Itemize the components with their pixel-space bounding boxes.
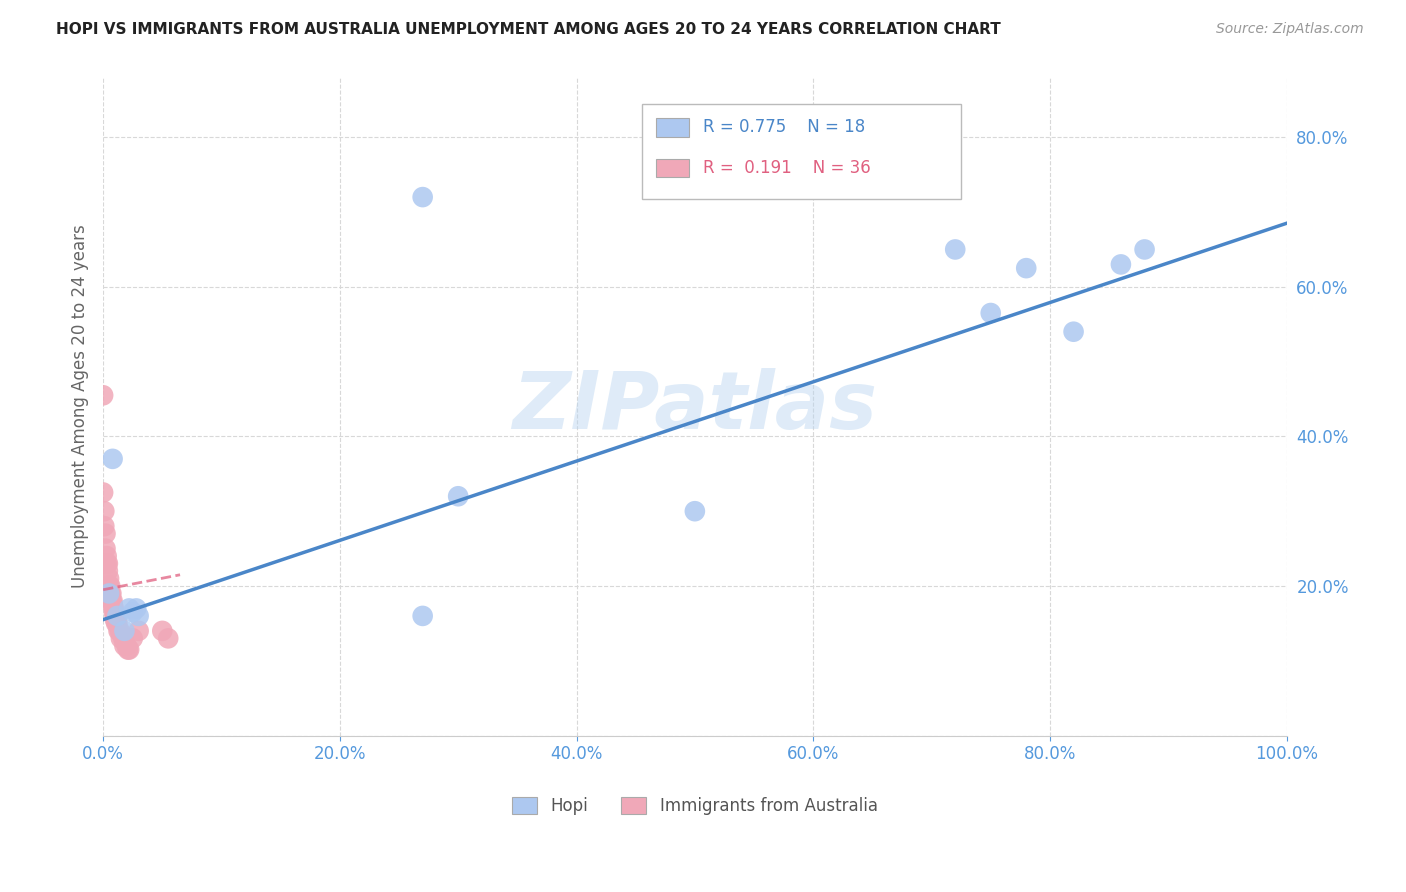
Point	[943, 243, 966, 257]
Point	[96, 557, 118, 571]
FancyBboxPatch shape	[655, 119, 689, 136]
Point	[103, 605, 125, 619]
Point	[91, 485, 114, 500]
Text: HOPI VS IMMIGRANTS FROM AUSTRALIA UNEMPLOYMENT AMONG AGES 20 TO 24 YEARS CORRELA: HOPI VS IMMIGRANTS FROM AUSTRALIA UNEMPL…	[56, 22, 1001, 37]
Point	[112, 632, 135, 646]
Point	[104, 608, 127, 623]
Point	[101, 598, 124, 612]
Point	[107, 624, 129, 638]
Point	[118, 642, 141, 657]
Point	[100, 586, 122, 600]
Point	[118, 601, 141, 615]
Point	[94, 526, 117, 541]
Point	[94, 541, 117, 556]
Point	[93, 504, 115, 518]
Point	[1063, 325, 1085, 339]
Point	[117, 642, 139, 657]
Point	[104, 613, 127, 627]
Point	[110, 632, 132, 646]
Point	[125, 601, 148, 615]
Point	[128, 608, 150, 623]
Point	[128, 624, 150, 638]
Legend: Hopi, Immigrants from Australia: Hopi, Immigrants from Australia	[505, 790, 884, 822]
Point	[115, 639, 138, 653]
Point	[97, 557, 120, 571]
Point	[121, 605, 143, 619]
Text: R =  0.191    N = 36: R = 0.191 N = 36	[703, 160, 870, 178]
Point	[412, 608, 434, 623]
Point	[412, 190, 434, 204]
Point	[105, 608, 128, 623]
Point	[98, 572, 121, 586]
Point	[97, 564, 120, 578]
Point	[105, 616, 128, 631]
Point	[91, 388, 114, 402]
Point	[114, 624, 136, 638]
Point	[101, 594, 124, 608]
Point	[101, 451, 124, 466]
Point	[447, 489, 470, 503]
Point	[98, 586, 121, 600]
Text: Source: ZipAtlas.com: Source: ZipAtlas.com	[1216, 22, 1364, 37]
Point	[1133, 243, 1156, 257]
FancyBboxPatch shape	[655, 159, 689, 178]
Point	[108, 624, 131, 638]
Point	[1015, 261, 1038, 276]
Point	[150, 624, 173, 638]
Point	[93, 519, 115, 533]
Y-axis label: Unemployment Among Ages 20 to 24 years: Unemployment Among Ages 20 to 24 years	[72, 225, 89, 589]
Point	[157, 632, 180, 646]
Point	[100, 594, 122, 608]
Point	[683, 504, 706, 518]
Point	[114, 639, 136, 653]
Point	[103, 601, 125, 615]
Point	[98, 586, 121, 600]
Point	[105, 616, 128, 631]
Text: R = 0.775    N = 18: R = 0.775 N = 18	[703, 119, 866, 136]
Point	[98, 579, 121, 593]
Point	[96, 549, 118, 563]
Point	[121, 632, 143, 646]
FancyBboxPatch shape	[641, 103, 962, 199]
Point	[980, 306, 1002, 320]
Point	[98, 579, 121, 593]
Text: ZIPatlas: ZIPatlas	[512, 368, 877, 445]
Point	[1109, 257, 1132, 271]
